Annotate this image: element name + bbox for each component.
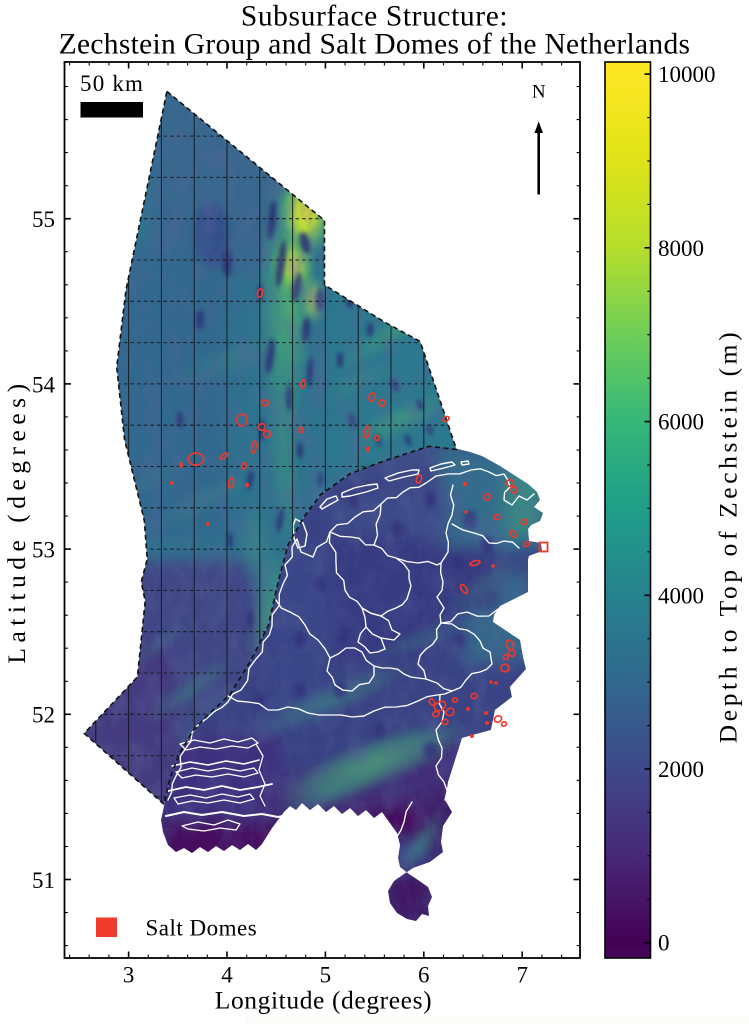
svg-text:Subsurface Structure:: Subsurface Structure: xyxy=(241,1,508,33)
svg-text:Latitude (degrees): Latitude (degrees) xyxy=(2,378,31,663)
svg-text:4: 4 xyxy=(221,963,233,988)
svg-text:5: 5 xyxy=(320,963,332,988)
svg-text:10000: 10000 xyxy=(658,62,716,87)
svg-text:Longitude (degrees): Longitude (degrees) xyxy=(215,986,432,1015)
svg-text:4000: 4000 xyxy=(658,583,704,608)
svg-text:50 km: 50 km xyxy=(80,71,144,96)
svg-text:0: 0 xyxy=(658,931,670,956)
svg-text:2000: 2000 xyxy=(658,757,704,782)
svg-text:54: 54 xyxy=(32,372,56,397)
svg-text:7: 7 xyxy=(516,963,528,988)
svg-text:Zechstein Group and Salt Domes: Zechstein Group and Salt Domes of the Ne… xyxy=(59,29,691,61)
svg-text:6: 6 xyxy=(418,963,430,988)
svg-text:51: 51 xyxy=(32,868,55,893)
svg-text:8000: 8000 xyxy=(658,236,704,261)
svg-text:Depth to Top of Zechstein (m): Depth to Top of Zechstein (m) xyxy=(714,329,743,743)
svg-text:52: 52 xyxy=(32,703,55,728)
svg-text:6000: 6000 xyxy=(658,410,704,435)
svg-text:3: 3 xyxy=(123,963,135,988)
svg-text:53: 53 xyxy=(32,538,55,563)
svg-text:Salt Domes: Salt Domes xyxy=(146,916,258,941)
svg-text:N: N xyxy=(532,82,546,103)
svg-text:55: 55 xyxy=(32,207,55,232)
